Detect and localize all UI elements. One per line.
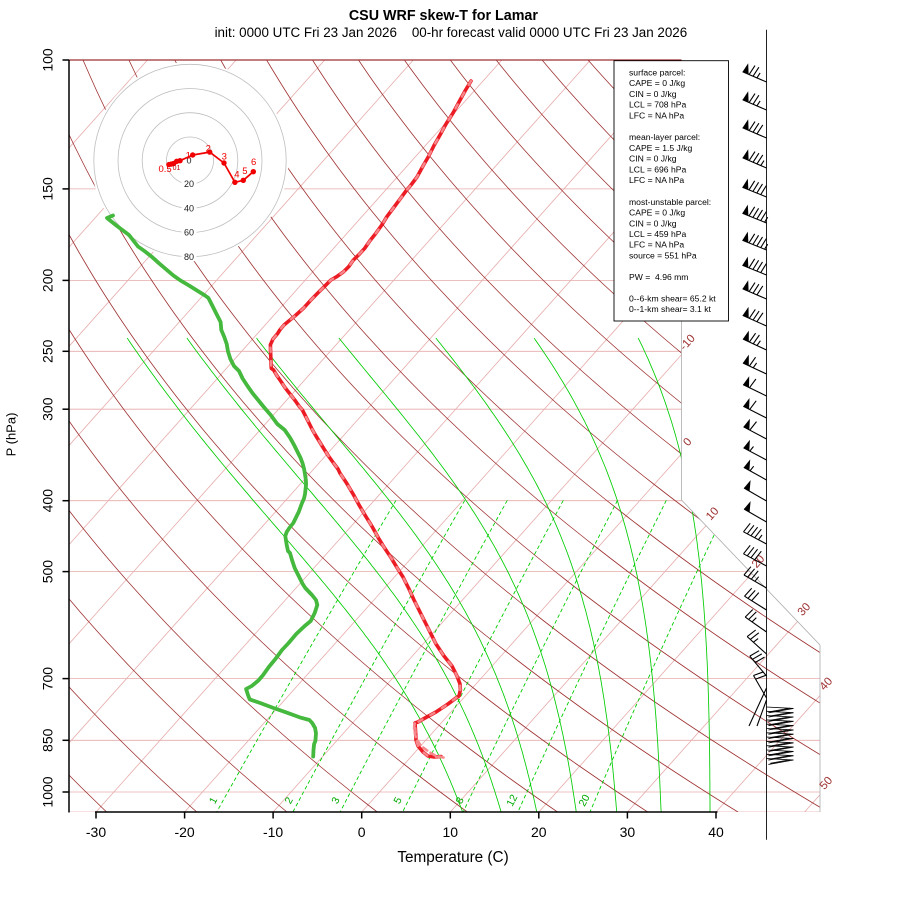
svg-text:1: 1 xyxy=(207,795,220,806)
svg-text:30: 30 xyxy=(620,824,636,840)
svg-text:LCL = 459 hPa: LCL = 459 hPa xyxy=(629,229,686,239)
svg-text:01: 01 xyxy=(173,165,181,172)
svg-text:0: 0 xyxy=(186,156,191,166)
svg-text:most-unstable parcel:: most-unstable parcel: xyxy=(629,197,711,207)
svg-text:1: 1 xyxy=(186,151,191,162)
svg-text:-20: -20 xyxy=(174,824,194,840)
svg-text:10: 10 xyxy=(443,824,459,840)
svg-text:100: 100 xyxy=(40,48,56,72)
svg-text:0.5: 0.5 xyxy=(158,164,171,175)
svg-text:LFC = NA hPa: LFC = NA hPa xyxy=(629,175,684,185)
svg-text:20: 20 xyxy=(531,824,547,840)
svg-text:LCL = 696 hPa: LCL = 696 hPa xyxy=(629,164,686,174)
svg-text:3: 3 xyxy=(222,152,227,163)
svg-text:5: 5 xyxy=(242,166,247,177)
svg-text:LFC = NA hPa: LFC = NA hPa xyxy=(629,110,684,120)
svg-text:CAPE = 0 J/kg: CAPE = 0 J/kg xyxy=(629,208,685,218)
svg-text:0--6-km shear= 65.2 kt: 0--6-km shear= 65.2 kt xyxy=(629,294,716,304)
svg-text:1000: 1000 xyxy=(40,776,56,807)
svg-text:CAPE = 0 J/kg: CAPE = 0 J/kg xyxy=(629,78,685,88)
svg-text:CAPE = 1.5 J/kg: CAPE = 1.5 J/kg xyxy=(629,143,693,153)
svg-text:LCL = 708 hPa: LCL = 708 hPa xyxy=(629,100,686,110)
svg-text:-10: -10 xyxy=(263,824,283,840)
svg-text:850: 850 xyxy=(40,728,56,752)
svg-text:8: 8 xyxy=(453,795,466,806)
svg-text:5: 5 xyxy=(391,795,404,806)
svg-text:200: 200 xyxy=(40,269,56,293)
svg-text:4: 4 xyxy=(234,170,239,181)
svg-text:CSU WRF skew-T for Lamar: CSU WRF skew-T for Lamar xyxy=(349,8,539,24)
svg-text:40: 40 xyxy=(184,204,194,214)
svg-text:P (hPa): P (hPa) xyxy=(4,413,19,457)
svg-text:700: 700 xyxy=(40,667,56,691)
svg-text:LFC = NA hPa: LFC = NA hPa xyxy=(629,240,684,250)
svg-text:CIN = 0 J/kg: CIN = 0 J/kg xyxy=(629,89,677,99)
svg-text:-30: -30 xyxy=(86,824,106,840)
svg-text:500: 500 xyxy=(40,560,56,584)
svg-text:60: 60 xyxy=(184,228,194,238)
svg-text:surface parcel:: surface parcel: xyxy=(629,68,685,78)
svg-text:6: 6 xyxy=(251,157,256,168)
svg-text:mean-layer parcel:: mean-layer parcel: xyxy=(629,132,700,142)
svg-text:20: 20 xyxy=(184,179,194,189)
svg-text:CIN = 0 J/kg: CIN = 0 J/kg xyxy=(629,218,677,228)
svg-text:source = 551 hPa: source = 551 hPa xyxy=(629,250,697,260)
svg-text:300: 300 xyxy=(40,397,56,421)
svg-text:12: 12 xyxy=(504,792,520,808)
svg-text:150: 150 xyxy=(40,177,56,201)
svg-text:PW = 4.96 mm: PW = 4.96 mm xyxy=(629,272,688,282)
svg-text:2: 2 xyxy=(283,795,296,806)
svg-text:20: 20 xyxy=(577,792,593,808)
svg-text:250: 250 xyxy=(40,339,56,363)
svg-text:400: 400 xyxy=(40,489,56,513)
svg-text:2: 2 xyxy=(206,144,211,155)
svg-text:init: 0000 UTC Fri 23 Jan 2026: init: 0000 UTC Fri 23 Jan 2026 00-hr for… xyxy=(215,25,688,40)
svg-text:0--1-km shear= 3.1 kt: 0--1-km shear= 3.1 kt xyxy=(629,304,712,314)
svg-text:80: 80 xyxy=(184,252,194,262)
svg-text:0: 0 xyxy=(358,824,366,840)
svg-text:40: 40 xyxy=(708,824,724,840)
svg-text:Temperature (C): Temperature (C) xyxy=(397,849,508,866)
svg-text:CIN = 0 J/kg: CIN = 0 J/kg xyxy=(629,154,677,164)
svg-text:3: 3 xyxy=(329,795,342,806)
